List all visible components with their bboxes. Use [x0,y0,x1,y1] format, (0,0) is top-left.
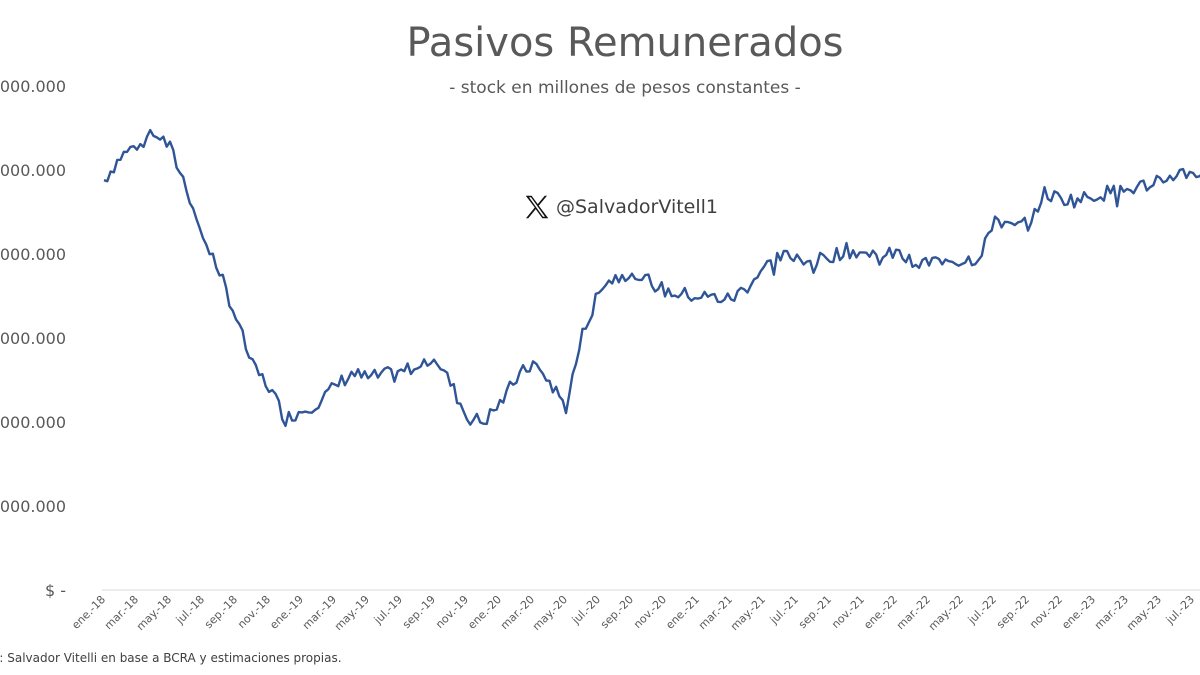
x-tick-label: sep.-18 [202,593,240,631]
x-tick-label: may.-20 [530,593,570,633]
x-tick-label: ene.-22 [861,593,900,632]
x-tick-label: nov.-20 [631,593,669,631]
x-tick-label: ene.-20 [465,593,504,632]
y-tick-label: 5.000.000 [0,329,66,348]
x-tick-label: nov.-22 [1027,593,1065,631]
chart-subtitle: - stock en millones de pesos constantes … [449,78,801,98]
x-tick-label: ene.-19 [267,593,306,632]
x-tick-label: may.-19 [332,593,372,633]
x-tick-label: sep.-19 [400,593,438,631]
x-tick-label: sep.-20 [598,593,636,631]
y-tick-label: 0.000.000 [0,245,66,264]
x-tick-label: may.-22 [926,593,966,633]
x-tick-label: ene.-23 [1059,593,1098,632]
x-tick-label: may.-23 [1124,593,1164,633]
series-line [103,128,1200,428]
x-tick-label: ene.-18 [69,593,108,632]
x-logo-icon [525,195,549,219]
watermark: @SalvadorVitell1 [522,192,718,222]
x-tick-label: sep.-21 [796,593,834,631]
x-tick-label: sep.-22 [994,593,1032,631]
y-tick-label: 5.000.000 [0,497,66,516]
source-note: e: Salvador Vitelli en base a BCRA y est… [0,651,342,665]
y-tick-label: 0.000.000 [0,77,66,96]
x-tick-label: nov.-21 [829,593,867,631]
x-tick-label: nov.-18 [235,593,273,631]
watermark-handle: @SalvadorVitell1 [556,196,719,218]
y-tick-label: $ - [45,581,66,600]
y-tick-label: 5.000.000 [0,161,66,180]
x-tick-label: may.-18 [134,593,174,633]
y-axis-ticks: $ - 5.000.000 0.000.000 5.000.000 0.000.000 5… [0,77,66,600]
x-tick-label: nov.-19 [433,593,471,631]
x-tick-label: jul.-23 [1163,593,1197,627]
chart-title: Pasivos Remunerados [406,20,844,66]
x-tick-label: ene.-21 [663,593,702,632]
x-tick-label: may.-21 [728,593,768,633]
y-tick-label: 0.000.000 [0,413,66,432]
